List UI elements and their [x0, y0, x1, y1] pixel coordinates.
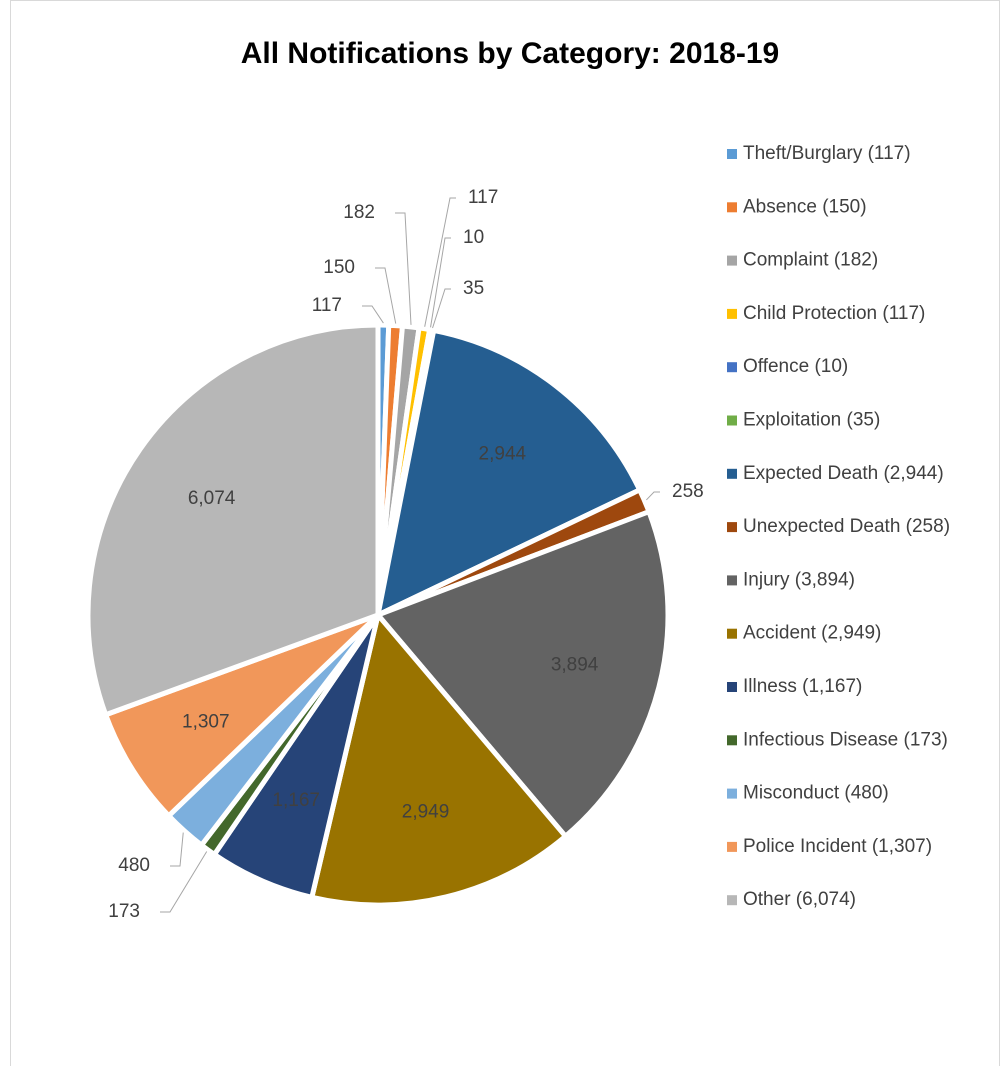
leader-line — [646, 491, 660, 501]
legend-label: Police Incident (1,307) — [743, 836, 932, 857]
leader-line — [429, 237, 451, 328]
legend-label: Illness (1,167) — [743, 676, 862, 697]
legend-marker — [727, 575, 737, 586]
leader-line — [424, 197, 456, 327]
data-label: 117 — [468, 187, 498, 208]
leader-line — [160, 851, 208, 913]
leader-line — [362, 305, 384, 324]
legend-marker — [727, 255, 737, 266]
legend-label: Child Protection (117) — [743, 303, 925, 324]
pie-slice — [375, 509, 671, 839]
pie-slice — [375, 327, 643, 618]
legend-label: Expected Death (2,944) — [743, 463, 944, 484]
legend-marker — [727, 468, 737, 479]
legend-marker — [727, 202, 737, 213]
legend-marker — [727, 895, 737, 906]
data-label: 35 — [463, 278, 484, 299]
legend-label: Unexpected Death (258) — [743, 516, 950, 537]
legend-label: Theft/Burglary (117) — [743, 143, 911, 164]
legend-marker — [727, 149, 737, 159]
legend-marker — [727, 415, 737, 426]
data-label: 3,894 — [551, 655, 599, 676]
data-label: 173 — [108, 901, 140, 922]
data-label: 1,167 — [272, 790, 320, 811]
legend-label: Other (6,074) — [743, 889, 856, 910]
data-label: 2,944 — [479, 444, 527, 465]
legend-label: Absence (150) — [743, 196, 867, 217]
data-label: 258 — [672, 481, 704, 502]
pie-slice — [309, 612, 568, 908]
data-label: 6,074 — [188, 488, 236, 509]
legend-marker — [727, 522, 737, 533]
legend-label: Exploitation (35) — [743, 410, 880, 431]
legend-label: Complaint (182) — [743, 250, 878, 271]
legend-marker — [727, 308, 737, 319]
data-label: 2,949 — [402, 801, 450, 822]
legend-marker — [727, 788, 737, 799]
legend-label: Offence (10) — [743, 356, 848, 377]
legend-marker — [727, 362, 737, 373]
data-label: 10 — [463, 227, 484, 248]
data-label: 182 — [343, 202, 375, 223]
legend-marker — [727, 735, 737, 746]
legend-marker — [727, 682, 737, 692]
legend-label: Misconduct (480) — [743, 783, 889, 804]
data-label: 1,307 — [182, 711, 230, 732]
pie-slice — [85, 322, 381, 718]
data-label: 480 — [118, 855, 150, 876]
leader-line — [375, 267, 397, 324]
legend-label: Accident (2,949) — [743, 623, 881, 644]
data-label: 150 — [323, 257, 355, 278]
leader-line — [432, 288, 451, 329]
legend-marker — [727, 841, 737, 852]
data-label: 117 — [312, 295, 342, 316]
legend-label: Injury (3,894) — [743, 569, 855, 590]
legend-marker — [727, 628, 737, 639]
chart-title: All Notifications by Category: 2018-19 — [241, 37, 779, 70]
legend-label: Infectious Disease (173) — [743, 729, 948, 750]
leader-line — [395, 212, 412, 325]
leader-line — [170, 832, 184, 867]
